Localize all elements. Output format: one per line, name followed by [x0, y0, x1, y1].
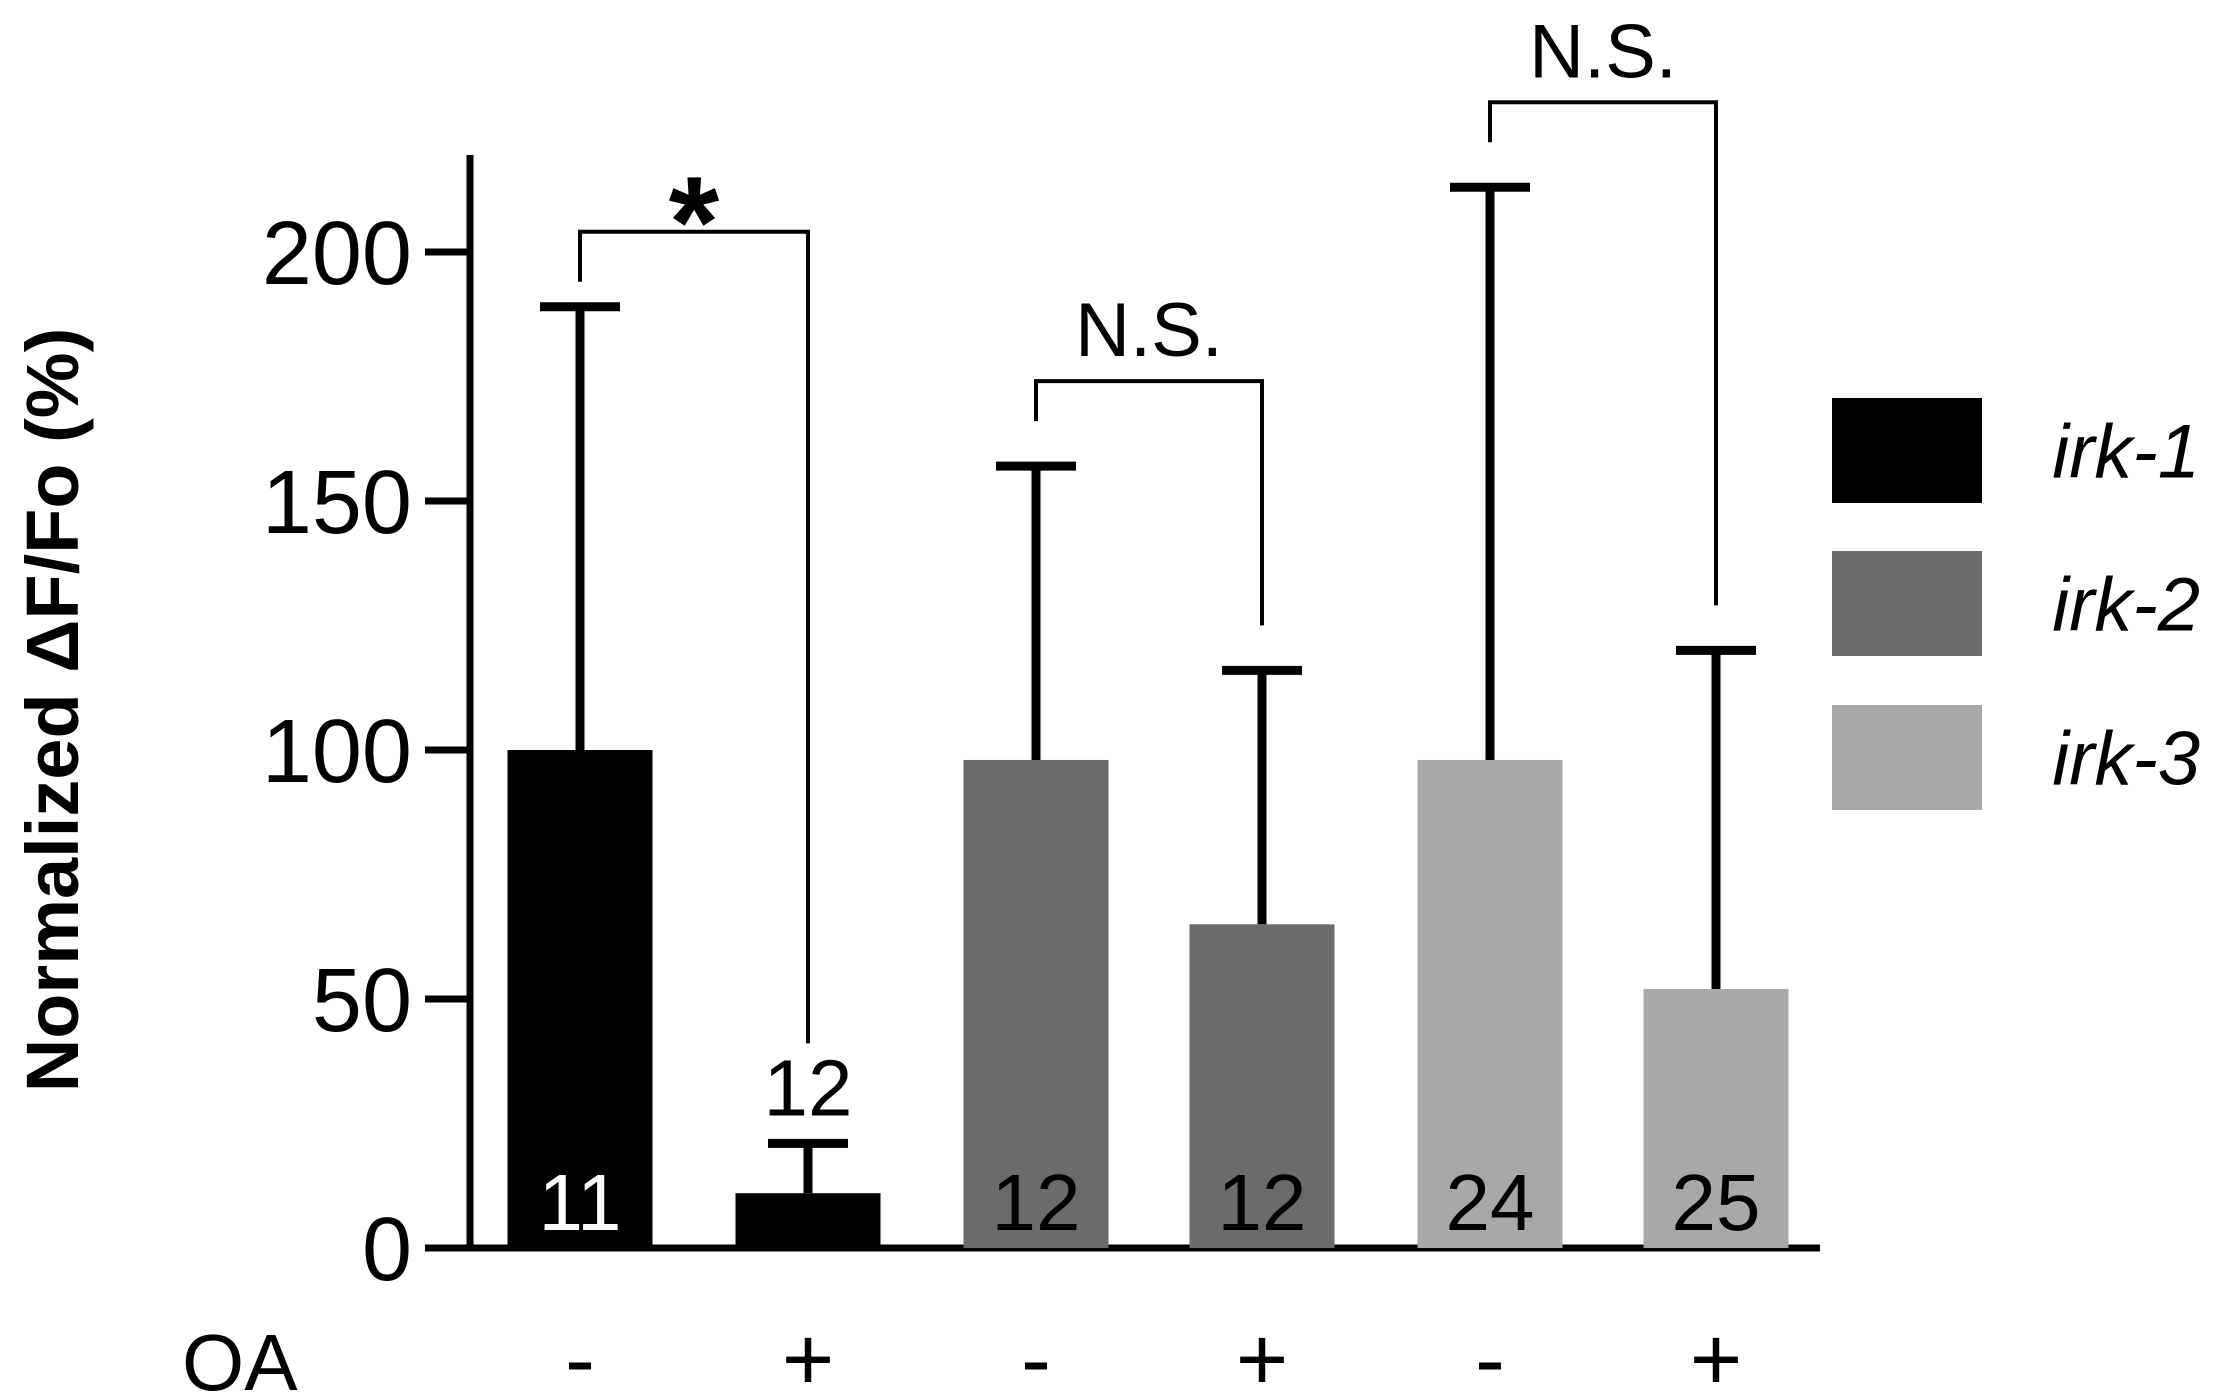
significance-bracket	[1034, 379, 1264, 626]
bars-group: 11 - 12 +12 - 12 +24 - 25 +	[507, 182, 1789, 1398]
n-label: 12	[764, 1043, 853, 1132]
oa-sign: +	[1236, 1310, 1289, 1398]
n-label: 12	[992, 1158, 1081, 1247]
y-tick-label: 100	[262, 702, 412, 802]
y-axis-label: Normalized ΔF/Fo (%)	[11, 328, 94, 1092]
legend-swatch	[1832, 705, 1982, 810]
legend-label: irk-2	[2052, 563, 2200, 648]
significance-label: *	[669, 149, 720, 295]
legend-label: irk-1	[2052, 410, 2200, 495]
n-label: 11	[538, 1158, 621, 1247]
bar	[963, 759, 1109, 1248]
bar	[735, 1193, 881, 1248]
oa-sign: +	[1690, 1310, 1743, 1398]
significance-label: N.S.	[1529, 9, 1677, 94]
y-tick-label: 0	[362, 1200, 412, 1300]
axes: 0 50 100 150 200	[262, 155, 1820, 1300]
oa-sign: +	[782, 1310, 835, 1398]
y-tick-label: 150	[262, 453, 412, 553]
y-tick-label: 50	[312, 951, 412, 1051]
oa-sign: -	[565, 1310, 595, 1398]
significance-bracket	[578, 229, 810, 1044]
legend-swatch	[1832, 398, 1982, 503]
significance-label: N.S.	[1075, 288, 1223, 373]
n-label: 12	[1218, 1158, 1307, 1247]
significance-brackets: * N.S. N.S.	[578, 9, 1718, 1044]
bar	[1417, 759, 1563, 1248]
significance-bracket	[1488, 100, 1718, 606]
n-label: 24	[1446, 1158, 1535, 1247]
legend-swatch	[1832, 551, 1982, 656]
row-label-oa: OA	[182, 1318, 298, 1398]
legend-label: irk-3	[2052, 717, 2200, 802]
bar	[1189, 924, 1335, 1248]
y-tick-label: 200	[262, 204, 412, 304]
n-label: 25	[1672, 1158, 1761, 1247]
bar	[1643, 989, 1789, 1248]
bar	[507, 750, 653, 1248]
oa-sign: -	[1021, 1310, 1051, 1398]
oa-sign: -	[1475, 1310, 1505, 1398]
legend: irk-1 irk-2 irk-3	[1832, 398, 2200, 810]
